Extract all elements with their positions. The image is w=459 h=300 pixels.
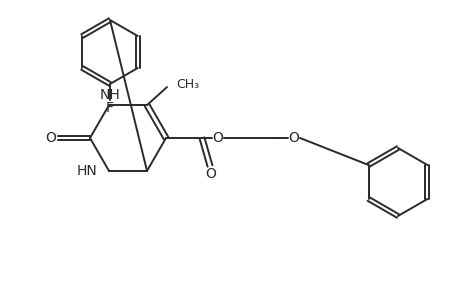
Text: CH₃: CH₃ xyxy=(176,78,199,91)
Text: O: O xyxy=(212,131,223,145)
Text: HN: HN xyxy=(76,164,97,178)
Text: NH: NH xyxy=(100,88,120,102)
Text: O: O xyxy=(45,131,56,145)
Text: F: F xyxy=(106,101,114,115)
Text: O: O xyxy=(288,131,299,145)
Text: O: O xyxy=(205,167,216,181)
